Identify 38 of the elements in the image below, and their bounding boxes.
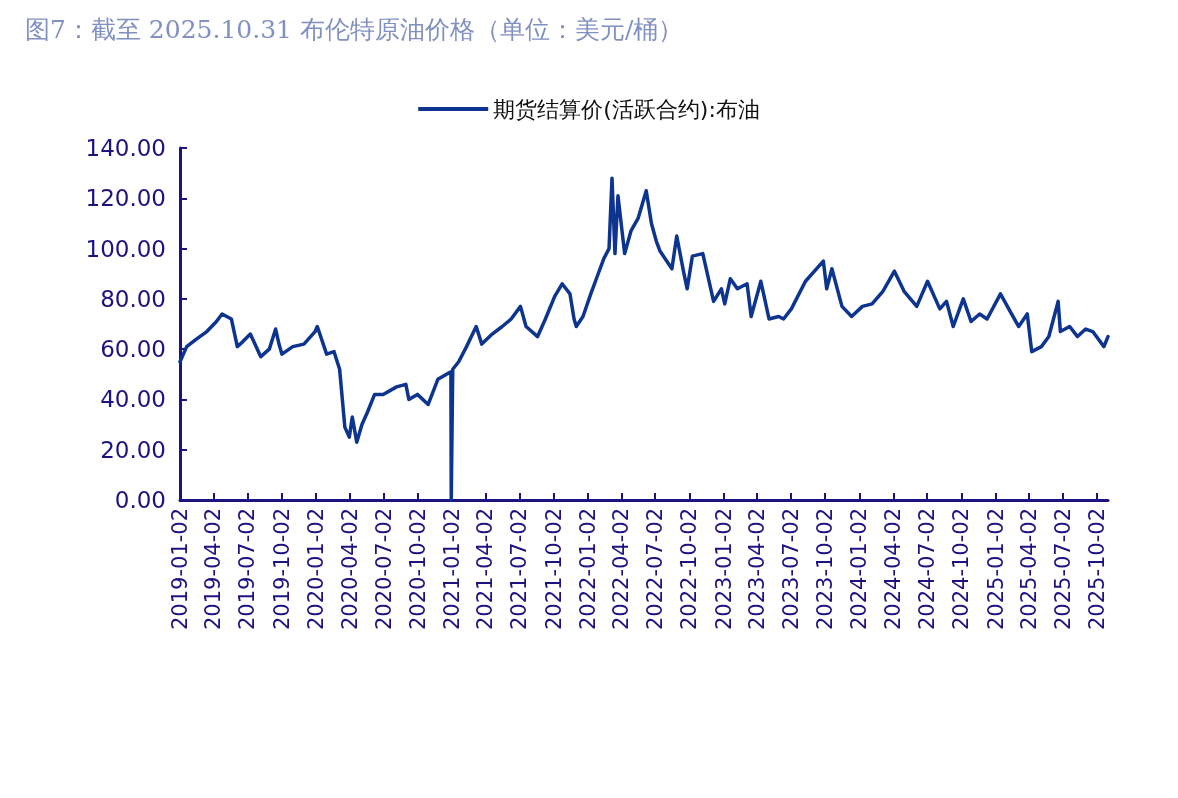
x-tick-label: 2024-04-02: [881, 508, 906, 631]
y-tick-label: 0.00: [114, 487, 166, 513]
x-tick-label: 2023-01-02: [711, 508, 736, 631]
x-tick-label: 2023-04-02: [745, 508, 770, 631]
x-tick-label: 2020-07-02: [371, 508, 396, 631]
x-tick-label: 2025-10-02: [1085, 508, 1110, 631]
x-tick-label: 2021-04-02: [473, 508, 498, 631]
x-tick-label: 2019-07-02: [235, 508, 260, 631]
y-tick-label: 20.00: [100, 436, 166, 463]
x-tick-label: 2024-10-02: [949, 508, 974, 631]
x-tick-label: 2020-10-02: [405, 508, 430, 631]
x-tick-label: 2022-10-02: [677, 508, 702, 631]
x-tick-label: 2022-01-02: [575, 508, 600, 631]
x-tick-label: 2019-01-02: [168, 508, 192, 631]
x-tick-label: 2025-07-02: [1050, 508, 1075, 631]
x-tick-label: 2019-10-02: [269, 508, 294, 631]
x-tick-label: 2025-04-02: [1017, 508, 1042, 631]
y-tick-label: 60.00: [100, 336, 166, 363]
x-tick-label: 2023-07-02: [778, 508, 803, 631]
x-tick-label: 2022-04-02: [609, 508, 634, 631]
y-tick-label: 40.00: [100, 386, 166, 413]
x-tick-label: 2022-07-02: [643, 508, 668, 631]
y-tick-label: 120.00: [85, 185, 166, 212]
y-tick-label: 140.00: [85, 135, 166, 161]
x-tick-label: 2020-04-02: [337, 508, 362, 631]
x-tick-label: 2019-04-02: [201, 508, 226, 631]
x-tick-label: 2021-10-02: [541, 508, 566, 631]
legend-label: 期货结算价(活跃合约):布油: [493, 96, 760, 122]
x-tick-label: 2025-01-02: [983, 508, 1008, 631]
x-tick-label: 2023-10-02: [813, 508, 838, 631]
chart-title: 图7：截至 2025.10.31 布伦特原油价格（单位：美元/桶）: [25, 15, 684, 44]
y-tick-label: 100.00: [85, 235, 166, 262]
x-tick-label: 2021-01-02: [440, 508, 464, 631]
x-tick-label: 2024-07-02: [915, 508, 940, 631]
x-tick-label: 2020-01-02: [303, 508, 328, 631]
x-tick-label: 2021-07-02: [507, 508, 532, 631]
y-tick-label: 80.00: [100, 285, 166, 312]
x-tick-label: 2024-01-02: [847, 508, 872, 631]
